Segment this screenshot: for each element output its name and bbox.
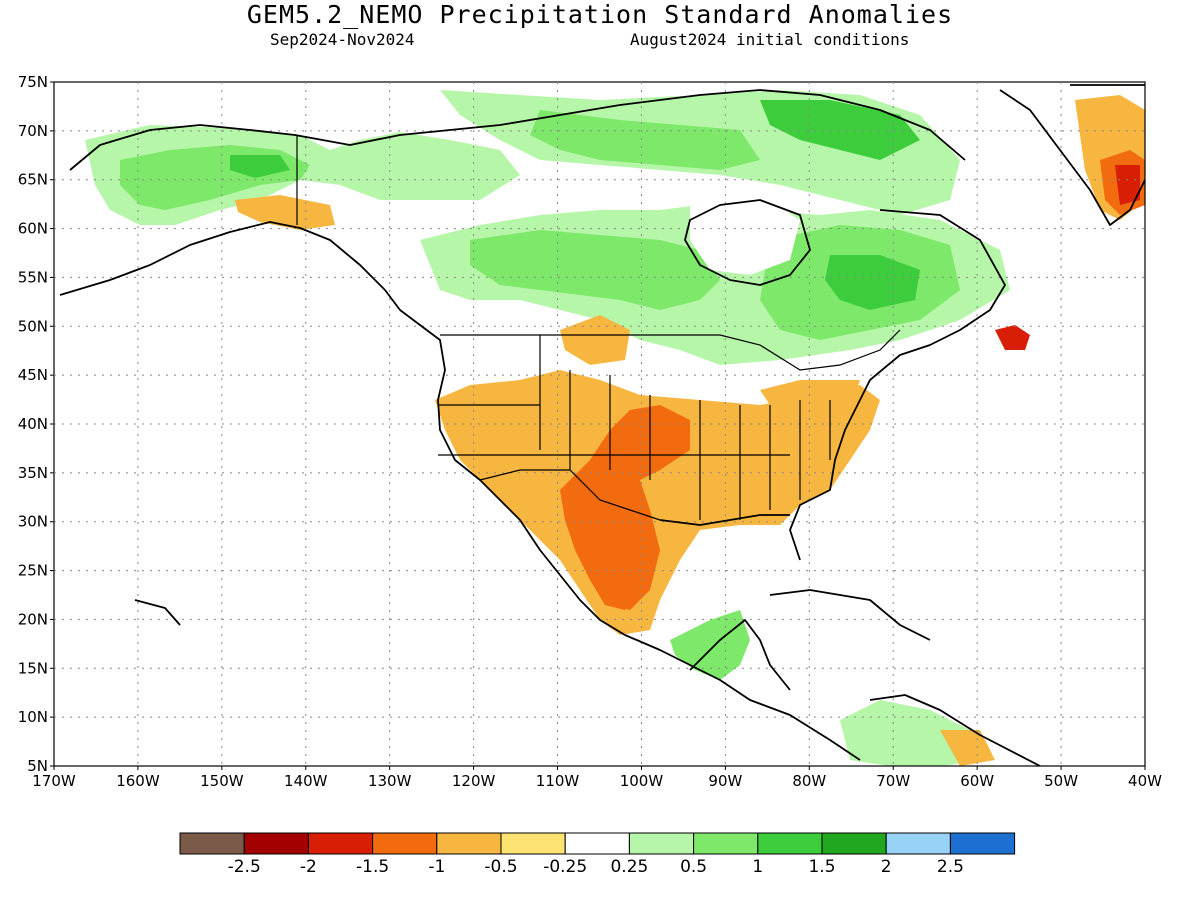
colorbar-label: 2.5 [937, 857, 964, 877]
colorbar-label: -0.5 [484, 857, 517, 877]
colorbar-label: 0.25 [610, 857, 648, 877]
colorbar-swatch [757, 832, 823, 855]
colorbar-swatch [821, 832, 887, 855]
lon-tick-label: 160W [116, 772, 160, 790]
dry-area-northern-plains [560, 315, 630, 365]
colorbar-label: -1 [428, 857, 445, 877]
wet-area-quebec-strong [825, 255, 920, 310]
wet-area-central-america [670, 610, 750, 680]
lon-tick-label: 130W [368, 772, 412, 790]
lon-tick-label: 40W [1128, 772, 1162, 790]
dry-area-great-lakes [760, 380, 860, 420]
colorbar-swatch [949, 832, 1016, 855]
lon-tick-label: 60W [960, 772, 994, 790]
colorbar-swatch [693, 832, 759, 855]
lat-tick-label: 30N [18, 513, 48, 531]
lat-tick-label: 75N [18, 73, 48, 91]
wet-area-alaska-strong [230, 155, 290, 178]
lon-tick-label: 120W [452, 772, 496, 790]
wet-area-central-canada-core [470, 230, 720, 310]
initial-conditions: August2024 initial conditions [630, 30, 910, 49]
lat-tick-label: 45N [18, 366, 48, 384]
lat-tick-label: 35N [18, 464, 48, 482]
wet-area-arctic-core [530, 110, 760, 170]
lon-tick-label: 80W [792, 772, 826, 790]
dry-area-newfoundland [995, 325, 1030, 350]
colorbar-swatch [179, 832, 245, 855]
political-boundaries [296, 135, 901, 521]
lon-tick-label: 100W [620, 772, 664, 790]
colorbar: -2.5 -2 -1.5 -1 -0.5 -0.25 0.25 0.5 1 1.5 2 2.5 [179, 832, 1016, 877]
lat-tick-label: 25N [18, 562, 48, 580]
colorbar-label: -2.5 [228, 857, 261, 877]
colorbar-label: 0.5 [680, 857, 707, 877]
dry-area-mexico-core [590, 540, 635, 610]
lat-tick-label: 70N [18, 122, 48, 140]
colorbar-swatch [307, 832, 374, 855]
dry-area-western-us [435, 370, 880, 635]
lat-tick-label: 15N [18, 659, 48, 677]
colorbar-label: -1.5 [356, 857, 389, 877]
lon-tick-label: 50W [1044, 772, 1078, 790]
lon-tick-label: 110W [536, 772, 580, 790]
colorbar-swatch [628, 832, 695, 855]
neutral-area-hudson [690, 195, 800, 275]
lat-tick-label: 60N [18, 220, 48, 238]
dry-area-venezuela [940, 730, 995, 766]
latitude-labels: 75N 70N 65N 60N 55N 50N 45N 40N 35N 30N 25N 20N 15N 1… [18, 73, 54, 775]
colorbar-label: -0.25 [543, 857, 587, 877]
lat-tick-label: 50N [18, 317, 48, 335]
dry-area-greenland-core [1115, 165, 1140, 205]
colorbar-swatch [436, 832, 502, 855]
lat-tick-label: 10N [18, 708, 48, 726]
colorbar-label: 1 [752, 857, 763, 877]
map-title: GEM5.2_NEMO Precipitation Standard Anoma… [246, 0, 954, 29]
dry-area-yukon [235, 195, 335, 230]
colorbar-label: 1.5 [808, 857, 835, 877]
longitude-labels: 170W 160W 150W 140W 130W 120W 110W 100W 90W 80W 70… [32, 766, 1162, 790]
wet-area-baffin [760, 100, 920, 160]
colorbar-swatch [243, 832, 309, 855]
colorbar-label: -2 [300, 857, 317, 877]
lon-tick-label: 90W [708, 772, 742, 790]
anomaly-field [85, 90, 1145, 766]
lat-tick-label: 5N [27, 757, 48, 775]
colorbar-swatch [372, 832, 438, 855]
lat-tick-label: 40N [18, 415, 48, 433]
coastlines [59, 84, 1146, 767]
lon-tick-label: 140W [284, 772, 328, 790]
forecast-period: Sep2024-Nov2024 [270, 30, 415, 49]
lon-tick-label: 170W [32, 772, 76, 790]
lat-tick-label: 55N [18, 268, 48, 286]
lon-tick-label: 150W [200, 772, 244, 790]
lat-tick-label: 65N [18, 171, 48, 189]
colorbar-swatch [885, 832, 951, 855]
colorbar-swatch [500, 832, 566, 855]
lon-tick-label: 70W [876, 772, 910, 790]
colorbar-swatch [564, 832, 630, 855]
colorbar-label: 2 [881, 857, 892, 877]
lat-tick-label: 20N [18, 610, 48, 628]
